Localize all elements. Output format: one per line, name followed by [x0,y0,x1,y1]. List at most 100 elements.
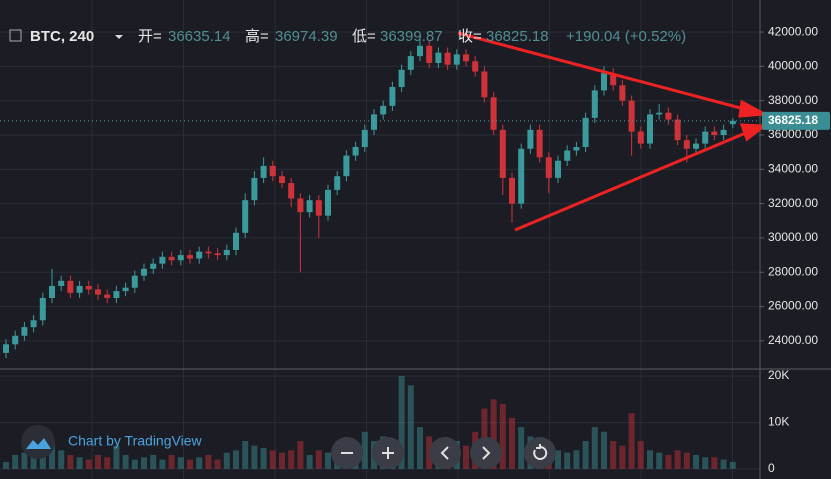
logo-bg [21,425,55,459]
volume-bar [683,452,690,469]
candle-body [619,85,626,101]
volume-bar [12,454,19,469]
candle-body [481,71,488,98]
candle-body [269,165,276,177]
volume-bar [279,452,285,469]
candle-body [628,100,635,132]
candle-body [104,294,111,298]
volume-bar [49,441,55,469]
candle-body [196,251,203,259]
volume-bar [260,448,267,469]
candle-body [260,165,267,178]
candle-body [536,129,543,158]
volume-bar [30,457,37,469]
volume-bar [141,457,147,469]
volume-bar [67,454,74,469]
volume-bar [665,454,672,469]
volume-bar [637,441,644,469]
volume-bar [187,459,193,469]
y-tick-label: 38000.00 [768,93,818,107]
logo [26,438,51,449]
y-tick-label: 24000.00 [768,333,818,347]
change: +190.04 (+0.52%) [566,28,686,45]
y-tick-label: 34000.00 [768,161,818,175]
volume-bar [729,461,736,469]
volume-bar [619,445,626,469]
candle-body [573,147,580,151]
candle-body [297,198,304,213]
volume-bar [214,459,221,469]
volume-bar [269,450,276,469]
candle-body [665,112,672,120]
volume-bar [628,413,635,469]
candle-body [435,52,442,63]
candle-body [205,251,212,254]
marks [3,38,736,469]
volume-bar [58,450,65,469]
high-label: 高= [245,28,269,45]
volume-bar [168,454,175,469]
candle-body [361,129,368,148]
volume-bar [499,403,506,469]
volume-bar [306,454,313,469]
candle-body [647,114,653,144]
candle-body [214,253,221,256]
dropdown-caret[interactable] [115,35,123,39]
candle-body [159,256,166,264]
toolbar [331,437,556,469]
lower-trend-line [514,130,749,232]
candle-body [499,129,506,178]
candle-body [683,140,690,149]
low-label: 低= [352,28,376,45]
volume-bar [131,459,138,469]
candle-body [141,268,147,276]
symbol[interactable]: BTC, 240 [30,28,94,45]
volume-bar [21,452,28,469]
candle-body [58,280,65,286]
right-icon [482,446,491,460]
arrow-head [739,123,769,142]
volume-bar [85,459,92,469]
y-tick-label: 28000.00 [768,264,818,278]
volume-bar [490,399,497,469]
candle-body [729,120,736,125]
branding-text[interactable]: Chart by TradingView [68,433,202,449]
volume-bar [122,454,129,469]
pattern-annotation [457,31,770,232]
candle-body [223,249,230,256]
candle-body [113,291,120,298]
volume-bar [297,441,304,469]
volume-bar [582,441,589,469]
last-price-label: 36825.18 [768,113,818,127]
candle-body [306,200,313,213]
volume-bar [150,454,157,469]
left-icon [440,446,449,460]
volume-bar [315,450,322,469]
candle-body [343,155,350,177]
open-label: 开= [138,28,162,45]
candle-body [279,176,285,184]
volume-bar [233,450,239,469]
candle-body [21,327,28,336]
volume-bar [3,461,9,469]
volume-bar [564,452,571,469]
candle-body [472,61,479,72]
volume-bar [674,450,681,469]
volume-bar [113,445,120,469]
volume-bar [693,454,699,469]
scroll-right-button[interactable] [470,437,502,469]
candle-body [288,183,295,199]
plus-icon [382,447,394,459]
candle-body [85,285,92,290]
candle-body [702,131,709,144]
volume-bar [95,454,101,469]
scroll-left-button[interactable] [429,437,461,469]
branding: Chart by TradingView [21,425,202,459]
volume-bar [407,385,414,469]
volume-bar [242,441,249,469]
reset-button[interactable] [524,437,556,469]
candle-body [509,177,515,204]
close-label: 收= [458,28,482,45]
close-value: 36825.18 [486,28,549,45]
